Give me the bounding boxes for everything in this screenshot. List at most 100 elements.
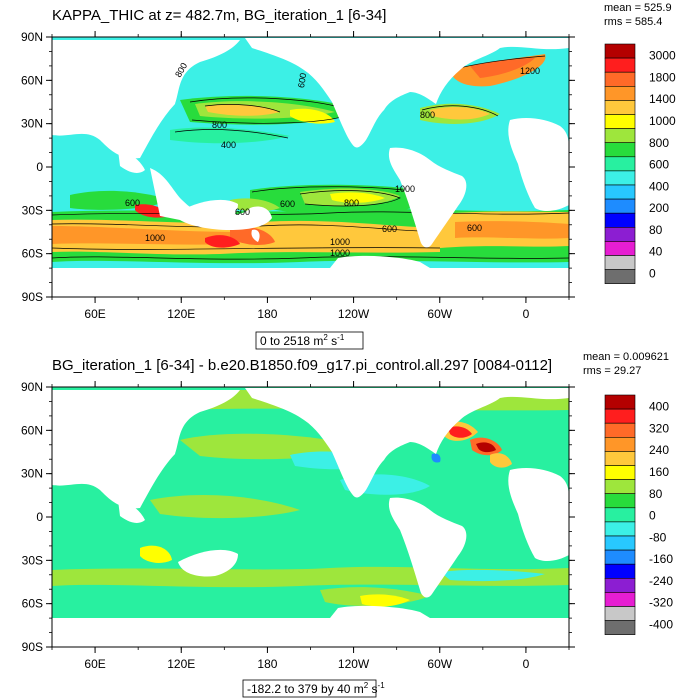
colorbar-label: 320 xyxy=(649,421,669,435)
colorbar-label: 160 xyxy=(649,465,669,479)
panel-2-colorbar: 400 320 240 160 80 0 -80 -160 -240 -320 -400 xyxy=(604,394,673,635)
panel-2-map xyxy=(52,387,569,647)
colorbar-label: -400 xyxy=(649,618,673,632)
colorbar-swatch xyxy=(604,394,636,410)
colorbar-swatch xyxy=(604,170,636,186)
panel-1-map: 800 400 600 800 800 600 600 1000 600 600… xyxy=(52,37,569,297)
panel-1-mean: mean = 525.9 xyxy=(604,2,672,14)
colorbar-label: -80 xyxy=(649,530,667,544)
lon-tick-label: 120W xyxy=(338,657,370,671)
panel-1-title: KAPPA_THIC at z= 482.7m, BG_iteration_1 … xyxy=(52,7,386,24)
colorbar-swatch xyxy=(604,521,636,537)
colorbar-swatch xyxy=(604,563,636,579)
lon-tick-label: 0 xyxy=(523,307,530,321)
panel-2-lat-axis: 90N 60N 30N 0 30S 60S 90S xyxy=(21,380,575,654)
panel-1-range-note-box xyxy=(255,331,364,350)
panel-1-field xyxy=(52,54,569,264)
colorbar-label: 80 xyxy=(649,487,663,501)
colorbar-swatch xyxy=(604,156,636,172)
colorbar-swatch xyxy=(604,465,636,480)
lat-tick-label: 60S xyxy=(22,247,43,261)
panel-1-rms: rms = 585.4 xyxy=(604,16,662,28)
colorbar-label: 0 xyxy=(649,267,656,281)
colorbar-swatch xyxy=(604,114,636,129)
colorbar-swatch xyxy=(604,241,636,256)
colorbar-label: 600 xyxy=(649,158,669,172)
colorbar-label: 3000 xyxy=(649,49,676,63)
colorbar-label: -240 xyxy=(649,574,673,588)
colorbar-label: 1800 xyxy=(649,70,676,84)
colorbar-label: 80 xyxy=(649,223,663,237)
contour-label: 1200 xyxy=(520,66,540,76)
panel-2-lon-axis: 60E 120E 180 120W 60W 0 xyxy=(51,381,570,671)
contour-label: 600 xyxy=(280,199,295,209)
colorbar-label: 400 xyxy=(649,400,669,414)
colorbar-swatch xyxy=(604,227,636,242)
contour-label: 600 xyxy=(235,207,250,217)
lat-tick-label: 90S xyxy=(22,640,43,654)
colorbar-swatch xyxy=(604,620,636,635)
contour-label: 400 xyxy=(221,140,236,150)
contour-label: 600 xyxy=(125,198,140,208)
colorbar-swatch xyxy=(604,128,636,144)
colorbar-label: 1000 xyxy=(649,114,676,128)
colorbar-swatch xyxy=(604,493,636,509)
colorbar-swatch xyxy=(604,71,636,87)
lon-tick-label: 60W xyxy=(427,657,452,671)
contour-label: 1000 xyxy=(330,237,350,247)
contour-label: 800 xyxy=(344,198,359,208)
contour-label: 600 xyxy=(382,224,397,234)
lon-tick-label: 60E xyxy=(84,657,105,671)
colorbar-swatch xyxy=(604,451,636,466)
lat-tick-label: 90N xyxy=(21,30,43,44)
lat-tick-label: 30N xyxy=(21,117,43,131)
panel-2-mean: mean = 0.009621 xyxy=(583,351,669,363)
colorbar-swatch xyxy=(604,606,636,621)
panel-2-rms: rms = 29.27 xyxy=(583,365,641,377)
contour-label: 1000 xyxy=(395,184,415,194)
colorbar-swatch xyxy=(604,549,636,565)
colorbar-label: 200 xyxy=(649,201,669,215)
colorbar-label: 0 xyxy=(649,509,656,523)
panel-1-lon-axis: 60E 120E 180 120W 60W 0 xyxy=(51,31,570,321)
panel-2-title: BG_iteration_1 [6-34] - b.e20.B1850.f09_… xyxy=(52,357,552,374)
lat-tick-label: 60N xyxy=(21,73,43,87)
colorbar-swatch xyxy=(604,269,636,285)
lon-tick-label: 120E xyxy=(167,307,195,321)
colorbar-swatch xyxy=(604,212,636,228)
lat-tick-label: 90S xyxy=(22,290,43,304)
colorbar-label: 240 xyxy=(649,443,669,457)
panel-2-land xyxy=(52,388,569,647)
lon-tick-label: 120E xyxy=(167,657,195,671)
lon-tick-label: 60E xyxy=(84,307,105,321)
panel-1-lat-axis: 90N 60N 30N 0 30S 60S 90S xyxy=(21,30,575,304)
colorbar-swatch xyxy=(604,86,636,101)
lon-tick-label: 180 xyxy=(257,657,277,671)
panel-2-range-note-box xyxy=(242,679,377,698)
colorbar-swatch xyxy=(604,535,636,551)
colorbar-swatch xyxy=(604,198,636,214)
contour-label: 600 xyxy=(467,223,482,233)
colorbar-swatch xyxy=(604,479,636,495)
lat-tick-label: 30N xyxy=(21,467,43,481)
panel-1: KAPPA_THIC at z= 482.7m, BG_iteration_1 … xyxy=(21,2,676,350)
panel-2-range-note: -182.2 to 379 by 40 m2 s-1 xyxy=(247,681,385,696)
colorbar-swatch xyxy=(604,184,636,200)
lat-tick-label: 60S xyxy=(22,597,43,611)
colorbar-swatch xyxy=(604,408,636,424)
lon-tick-label: 60W xyxy=(427,307,452,321)
colorbar-swatch xyxy=(604,43,636,59)
colorbar-swatch xyxy=(604,142,636,158)
lat-tick-label: 60N xyxy=(21,423,43,437)
lat-tick-label: 0 xyxy=(36,160,43,174)
colorbar-swatch xyxy=(604,507,636,523)
lon-tick-label: 0 xyxy=(523,657,530,671)
contour-label: 600 xyxy=(296,72,308,89)
colorbar-swatch xyxy=(604,436,636,452)
colorbar-label: 40 xyxy=(649,245,663,259)
contour-label: 1000 xyxy=(330,248,350,258)
colorbar-label: 1400 xyxy=(649,92,676,106)
contour-label: 800 xyxy=(212,120,227,130)
